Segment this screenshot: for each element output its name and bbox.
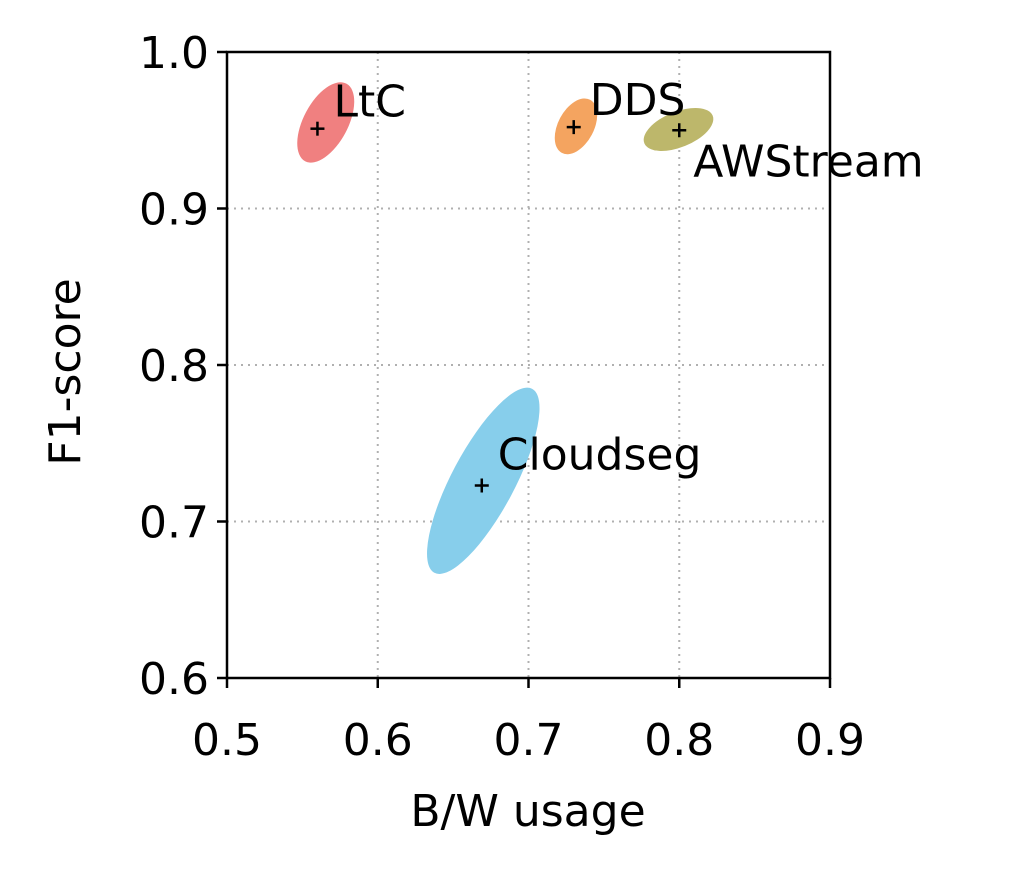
point-label-ltc: LtC (333, 77, 406, 128)
y-tick-label: 0.7 (139, 498, 209, 549)
marker-awstream (672, 123, 687, 138)
y-axis-title: F1-score (40, 278, 91, 465)
grid (227, 52, 830, 678)
spread-ellipse-ltc (297, 82, 355, 163)
y-tick-label: 0.9 (139, 185, 209, 236)
x-tick-label: 0.7 (494, 715, 564, 766)
point-markers (310, 120, 687, 493)
y-axis-ticks: 0.6 0.7 0.8 0.9 1.0 (139, 28, 227, 705)
x-tick-label: 0.9 (795, 715, 865, 766)
marker-ltc (310, 121, 325, 136)
spread-ellipse-cloudseg (427, 387, 540, 574)
y-tick-label: 1.0 (139, 28, 209, 79)
y-tick-label: 0.8 (139, 341, 209, 392)
x-axis-title: B/W usage (410, 786, 645, 837)
x-tick-label: 0.5 (192, 715, 262, 766)
x-axis-ticks: 0.5 0.6 0.7 0.8 0.9 (192, 678, 865, 766)
spread-ellipses (297, 82, 714, 574)
x-tick-label: 0.6 (343, 715, 413, 766)
point-label-awstream: AWStream (693, 136, 923, 187)
x-tick-label: 0.8 (644, 715, 714, 766)
y-tick-label: 0.6 (139, 654, 209, 705)
point-label-dds: DDS (590, 75, 686, 126)
marker-dds (566, 120, 581, 135)
point-label-cloudseg: Cloudseg (498, 430, 702, 481)
marker-cloudseg (474, 478, 489, 493)
